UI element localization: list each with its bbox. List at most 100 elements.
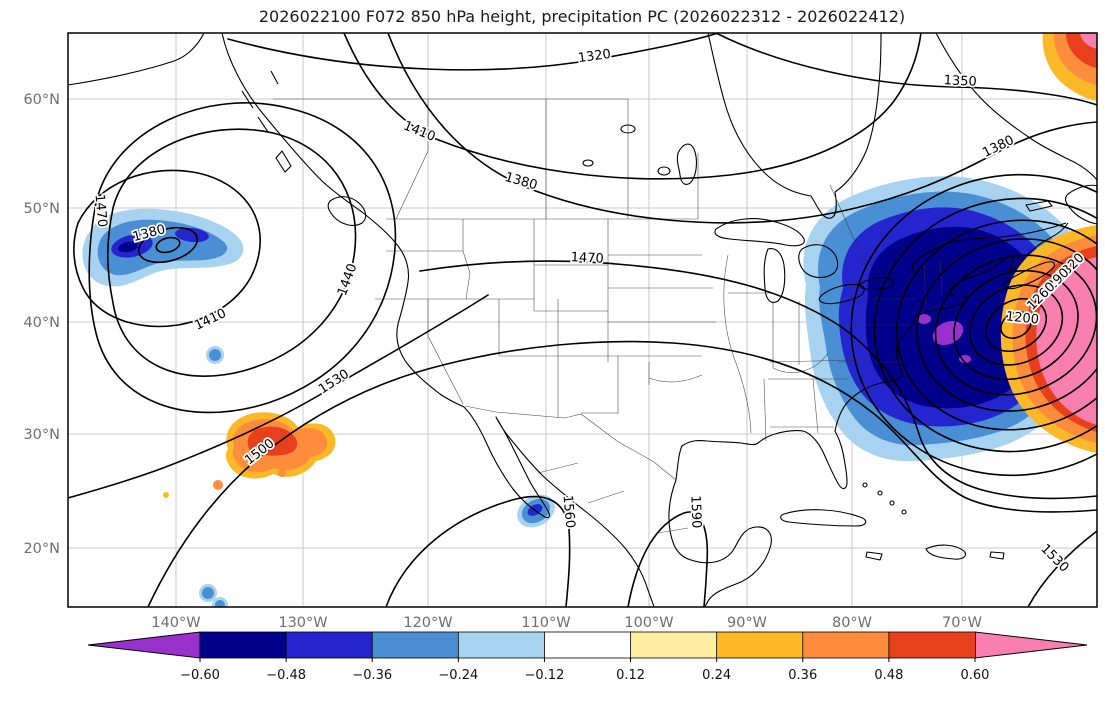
contour-ring-east-1290: [953, 269, 1079, 381]
lat-tick-label: 60°N: [23, 92, 60, 108]
colorbar-extend-right: [974, 631, 1088, 659]
border-line: [763, 359, 859, 442]
contour-ring-pacific-1380: [137, 226, 199, 264]
colorbar: −0.60 −0.48 −0.36 −0.24 −0.12 0.12 0.24 0.36 0.4…: [87, 631, 1088, 683]
colorbar-tick-label: −0.24: [438, 668, 478, 683]
political-borders: [273, 98, 943, 534]
jamaica: [865, 551, 883, 561]
contour-line-1560: [385, 495, 571, 607]
hispaniola: [925, 544, 967, 560]
contour-label: 1590: [687, 495, 703, 529]
lon-tick-label: 70°W: [942, 615, 982, 631]
contour-ring-east-1200: [1000, 311, 1032, 339]
pc-neg-spot: [215, 600, 225, 607]
hudson-bay: [707, 33, 882, 219]
lake-superior: [714, 218, 805, 247]
lat-tick-label: 30°N: [23, 427, 60, 443]
lake-ontario: [859, 277, 894, 291]
contour-label: 1200: [1005, 309, 1039, 327]
y-axis: 60°N 50°N 40°N 30°N 20°N: [23, 92, 60, 557]
puerto-rico: [989, 551, 1005, 560]
pc-neg-east-extreme: [959, 355, 971, 363]
pc-neg-spot: [202, 587, 214, 599]
pc-neg-spot: [209, 349, 221, 361]
x-axis: 140°W 130°W 120°W 110°W 100°W 90°W 80°W 70°W: [151, 615, 982, 631]
contour-ring-pacific-1410: [73, 169, 261, 328]
contour-line-1380: [387, 33, 1097, 224]
pc-shading: [82, 33, 1097, 607]
lake-erie: [818, 283, 865, 305]
colorbar-segment: [630, 631, 718, 659]
colorbar-tick-label: −0.48: [266, 668, 306, 683]
colorbar-tick-label: 0.36: [788, 668, 817, 683]
cuba: [780, 509, 867, 527]
colorbar-tick-label: −0.36: [352, 668, 392, 683]
height-contours: [68, 33, 1097, 607]
pc-neg-east-extreme: [932, 320, 964, 346]
bahamas: [889, 500, 895, 506]
chart-title: 2026022100 F072 850 hPa height, precipit…: [259, 7, 905, 26]
contour-line-1500: [147, 340, 1097, 607]
colorbar-tick-label: −0.60: [180, 668, 220, 683]
lake-winnipeg: [676, 143, 697, 185]
lake-michigan: [763, 248, 786, 304]
border-line: [728, 292, 829, 373]
contour-label: 1470: [570, 250, 604, 267]
contour-line-1350: [715, 33, 1097, 106]
colorbar-segment: [716, 631, 804, 659]
pc-pos-spot: [278, 469, 286, 477]
contour-label: 1410: [192, 306, 228, 334]
colorbar-extend-left: [87, 631, 201, 659]
border-line: [273, 98, 869, 272]
map-content: [68, 33, 1097, 607]
colorbar-tick-label: 0.60: [961, 668, 990, 683]
border-line: [608, 254, 716, 323]
colorbar-tick-label: 0.24: [702, 668, 731, 683]
border-line: [723, 254, 752, 434]
coastline: [221, 33, 655, 607]
vancouver-island: [327, 196, 367, 226]
contour-ring-east-1260: [968, 284, 1064, 366]
contour-line-1410: [343, 33, 922, 180]
pc-pos-spot: [163, 492, 169, 498]
contour-label: 1530: [316, 367, 352, 398]
pc-pos-corner-pink: [1080, 33, 1097, 49]
contour-ring-east-1440: [850, 173, 1097, 477]
contour-line-1590: [627, 511, 709, 607]
map-panel: 1320 1350 1410 1380 1470 1380 1440 1470 1410 1530…: [67, 32, 1098, 608]
lat-tick-label: 40°N: [23, 315, 60, 331]
lon-tick-label: 90°W: [727, 615, 767, 631]
border-line: [375, 250, 534, 405]
bahamas: [862, 482, 868, 488]
contour-line-1530-se: [1027, 530, 1097, 607]
anticosti-island: [1025, 200, 1053, 212]
border-line: [498, 219, 702, 418]
mexico-gulf-coast-yucatan: [668, 479, 772, 607]
haida-gwaii: [275, 150, 292, 173]
coastlines: [68, 33, 1097, 607]
contour-label: 1560: [560, 495, 578, 529]
lat-tick-label: 20°N: [23, 541, 60, 557]
contour-ring-east-1380: [895, 219, 1097, 431]
contour-label: 1350: [943, 73, 977, 90]
lake: [657, 166, 671, 176]
contour-label: 1440: [335, 262, 360, 298]
coastline: [68, 33, 205, 86]
pc-neg-pac-core: [175, 227, 209, 243]
border-line: [838, 258, 943, 363]
contour-ring-pacific-1470: [88, 102, 397, 414]
bahamas: [901, 509, 907, 515]
lat-tick-label: 50°N: [23, 201, 60, 217]
lon-tick-label: 140°W: [151, 615, 200, 631]
contour-label: 1380: [503, 170, 539, 194]
colorbar-tick-label: 0.48: [874, 668, 903, 683]
contour-label: 1470: [92, 194, 110, 228]
pc-neg-pac-navy: [118, 241, 138, 253]
lake-huron: [798, 244, 839, 279]
bahamas: [877, 490, 883, 496]
border-line: [462, 219, 608, 312]
contour-line-1470: [419, 260, 1097, 500]
colorbar-segment: [544, 631, 632, 659]
colorbar-tick-label: 0.12: [616, 668, 645, 683]
